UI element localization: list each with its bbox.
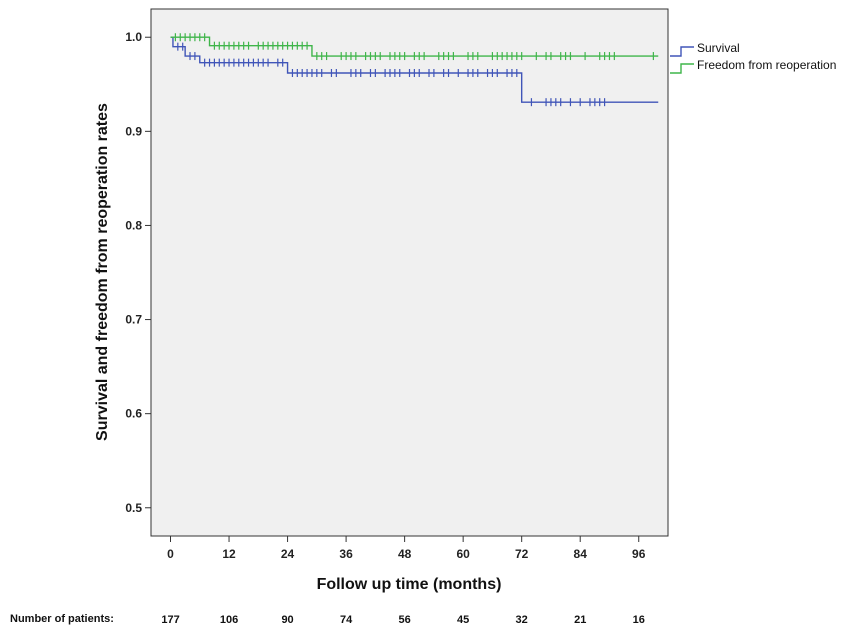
legend-swatch bbox=[670, 63, 694, 74]
legend-label: Freedom from reoperation bbox=[697, 58, 836, 72]
at-risk-count: 74 bbox=[340, 614, 353, 626]
x-tick-label: 60 bbox=[456, 547, 470, 561]
y-axis: 0.5 0.6 0.7 0.8 0.9 1.0 bbox=[125, 30, 151, 515]
at-risk-count: 90 bbox=[281, 614, 293, 626]
y-tick-label: 0.9 bbox=[125, 124, 142, 138]
y-tick-label: 0.5 bbox=[125, 501, 142, 515]
at-risk-row: 177 106 90 74 56 45 32 21 16 bbox=[161, 614, 645, 626]
at-risk-count: 16 bbox=[633, 614, 645, 626]
x-axis: 0 12 24 36 48 60 72 84 96 bbox=[167, 536, 646, 561]
y-tick-label: 0.6 bbox=[125, 407, 142, 421]
legend-label: Survival bbox=[697, 41, 740, 55]
x-tick-label: 96 bbox=[632, 547, 646, 561]
at-risk-count: 45 bbox=[457, 614, 469, 626]
at-risk-count: 21 bbox=[574, 614, 586, 626]
x-tick-label: 24 bbox=[281, 547, 295, 561]
at-risk-label: Number of patients: bbox=[10, 613, 114, 625]
x-tick-label: 84 bbox=[574, 547, 588, 561]
series-line-freedom-from-reoperation bbox=[170, 36, 659, 57]
x-tick-label: 36 bbox=[339, 547, 353, 561]
y-axis-title: Survival and freedom from reoperation ra… bbox=[94, 103, 111, 441]
y-tick-label: 0.8 bbox=[125, 218, 142, 232]
plot-area bbox=[150, 8, 669, 537]
series-layer bbox=[170, 33, 659, 107]
legend-swatch bbox=[670, 46, 694, 57]
x-tick-label: 72 bbox=[515, 547, 529, 561]
y-tick-label: 0.7 bbox=[125, 313, 142, 327]
at-risk-count: 32 bbox=[516, 614, 528, 626]
y-tick-label: 1.0 bbox=[125, 30, 142, 44]
at-risk-count: 56 bbox=[398, 614, 410, 626]
series-line-survival bbox=[170, 36, 659, 103]
x-tick-label: 12 bbox=[222, 547, 236, 561]
at-risk-count: 177 bbox=[161, 614, 179, 626]
legend: Survival Freedom from reoperation bbox=[670, 41, 836, 74]
x-tick-label: 48 bbox=[398, 547, 412, 561]
x-tick-label: 0 bbox=[167, 547, 174, 561]
x-axis-title: Follow up time (months) bbox=[317, 576, 502, 593]
at-risk-count: 106 bbox=[220, 614, 238, 626]
